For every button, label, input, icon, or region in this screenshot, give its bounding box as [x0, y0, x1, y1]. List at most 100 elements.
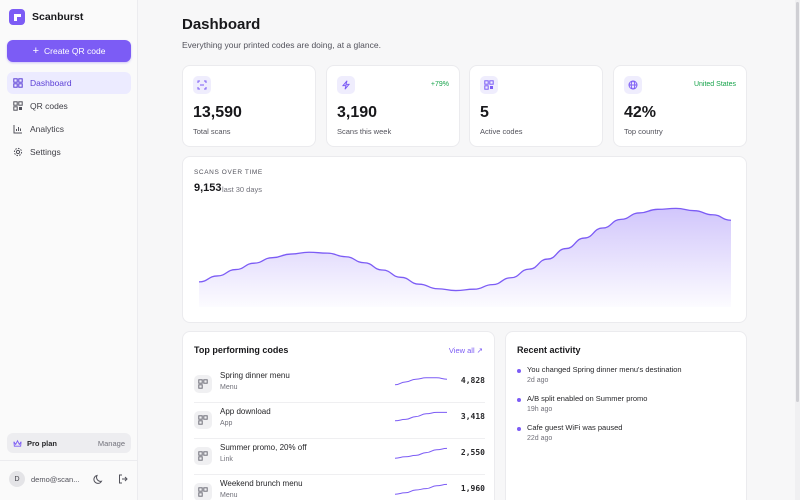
bar-chart-icon	[13, 125, 22, 134]
sidebar-item-label: QR codes	[30, 101, 68, 111]
view-all-link[interactable]: View all ↗	[448, 346, 483, 355]
chart-period: last 30 days	[222, 185, 263, 194]
sparkline-path	[395, 377, 447, 386]
table-row[interactable]: App download App 3,418	[194, 403, 485, 439]
sidebar-item-label: Analytics	[30, 124, 65, 134]
chart-total: 9,153	[194, 182, 222, 194]
activity-dot	[517, 398, 521, 402]
sparkline-path	[395, 447, 447, 459]
stat-badge: United States	[693, 81, 736, 88]
stat-card-active-codes: 5 Active codes	[469, 65, 603, 147]
sidebar-item-label: Dashboard	[30, 78, 72, 88]
stat-value: 3,190	[337, 104, 378, 121]
code-name: Spring dinner menu	[220, 371, 290, 380]
scan-icon	[193, 76, 211, 94]
create-qr-label: Create QR code	[44, 46, 106, 56]
stat-value: 5	[480, 104, 489, 121]
stat-card-total-scans: 13,590 Total scans	[182, 65, 316, 147]
moon-icon[interactable]	[93, 473, 105, 485]
app-name: Scanburst	[32, 11, 84, 23]
activity-title: Recent activity	[517, 345, 581, 355]
stat-card-top-country: United States 42% Top country	[613, 65, 747, 147]
sidebar: Scanburst + Create QR code Dashboard QR …	[0, 0, 138, 500]
activity-dot	[517, 427, 521, 431]
scans-chart-card: SCANS OVER TIME 9,153 last 30 days	[182, 156, 747, 323]
chart-area-fill	[199, 208, 731, 307]
code-count: 4,828	[460, 376, 485, 385]
avatar[interactable]: D	[9, 471, 25, 487]
activity-dot	[517, 369, 521, 373]
grid-icon	[13, 78, 23, 88]
code-count: 1,960	[460, 484, 485, 493]
top-codes-card: Top performing codes View all ↗ Spring d…	[182, 331, 495, 500]
recent-activity-card: Recent activity You changed Spring dinne…	[505, 331, 747, 500]
table-row[interactable]: Summer promo, 20% off Link 2,550	[194, 439, 485, 475]
table-row[interactable]: Spring dinner menu Menu 4,828	[194, 367, 485, 403]
activity-time: 19h ago	[527, 406, 553, 413]
scans-area-chart	[199, 207, 731, 307]
stat-badge: +79%	[430, 81, 449, 88]
bolt-icon	[337, 76, 355, 94]
code-type: Menu	[220, 384, 238, 391]
activity-text: Cafe guest WiFi was paused	[527, 423, 623, 432]
qr-icon	[194, 411, 212, 429]
stat-label: Active codes	[480, 127, 523, 136]
crown-icon	[13, 439, 22, 447]
gear-icon	[13, 147, 23, 157]
top-codes-title: Top performing codes	[194, 345, 289, 355]
code-type: Link	[220, 456, 233, 463]
activity-text: A/B split enabled on Summer promo	[527, 394, 648, 403]
plus-icon: +	[32, 44, 39, 57]
code-count: 3,418	[460, 412, 485, 421]
stat-label: Scans this week	[337, 127, 392, 136]
stat-value: 13,590	[193, 104, 242, 121]
qr-icon	[194, 483, 212, 500]
stat-value: 42%	[624, 104, 657, 121]
scrollbar-thumb[interactable]	[796, 2, 799, 402]
user-footer: D demo@scan...	[9, 471, 129, 487]
sparkline	[395, 483, 447, 495]
stat-card-scans-week: +79% 3,190 Scans this week	[326, 65, 460, 147]
sparkline-path	[395, 483, 447, 495]
code-type: App	[220, 420, 233, 427]
sidebar-item-settings[interactable]: Settings	[7, 141, 131, 163]
sparkline-path	[395, 411, 447, 422]
plan-name: Pro plan	[27, 438, 58, 448]
logout-icon[interactable]	[117, 473, 129, 485]
sidebar-item-label: Settings	[30, 147, 61, 157]
qr-icon	[13, 101, 23, 111]
activity-text: You changed Spring dinner menu's destina…	[527, 365, 682, 374]
page-subtitle: Everything your printed codes are doing,…	[182, 40, 381, 50]
plan-card: Pro plan Manage	[7, 433, 131, 453]
qr-icon	[194, 375, 212, 393]
sparkline	[395, 447, 447, 459]
logo-icon	[9, 9, 25, 25]
globe-icon	[624, 76, 642, 94]
divider	[0, 460, 138, 461]
scrollbar[interactable]	[795, 0, 800, 500]
qr-icon	[194, 447, 212, 465]
sparkline	[395, 377, 447, 386]
stat-label: Total scans	[193, 127, 231, 136]
stat-label: Top country	[624, 127, 663, 136]
chart-series-line	[199, 207, 731, 292]
sparkline	[395, 411, 447, 422]
page-title: Dashboard	[182, 16, 261, 33]
table-row[interactable]: Weekend brunch menu Menu 1,960	[194, 475, 485, 500]
sidebar-item-analytics[interactable]: Analytics	[7, 118, 131, 140]
brand[interactable]: Scanburst	[9, 9, 83, 25]
code-type: Menu	[220, 492, 238, 499]
activity-time: 2d ago	[527, 377, 549, 384]
qr-icon	[480, 76, 498, 94]
code-count: 2,550	[460, 448, 485, 457]
manage-plan-link[interactable]: Manage	[97, 438, 125, 448]
chart-title: SCANS OVER TIME	[194, 169, 263, 176]
sidebar-item-dashboard[interactable]: Dashboard	[7, 72, 131, 94]
activity-time: 22d ago	[527, 435, 553, 442]
sidebar-nav: Dashboard QR codes Analytics Settings	[7, 72, 131, 164]
code-name: Summer promo, 20% off	[220, 443, 307, 452]
create-qr-button[interactable]: + Create QR code	[7, 40, 131, 62]
main-content: Dashboard Everything your printed codes …	[139, 0, 800, 500]
sidebar-item-qr-codes[interactable]: QR codes	[7, 95, 131, 117]
code-name: Weekend brunch menu	[220, 479, 303, 488]
